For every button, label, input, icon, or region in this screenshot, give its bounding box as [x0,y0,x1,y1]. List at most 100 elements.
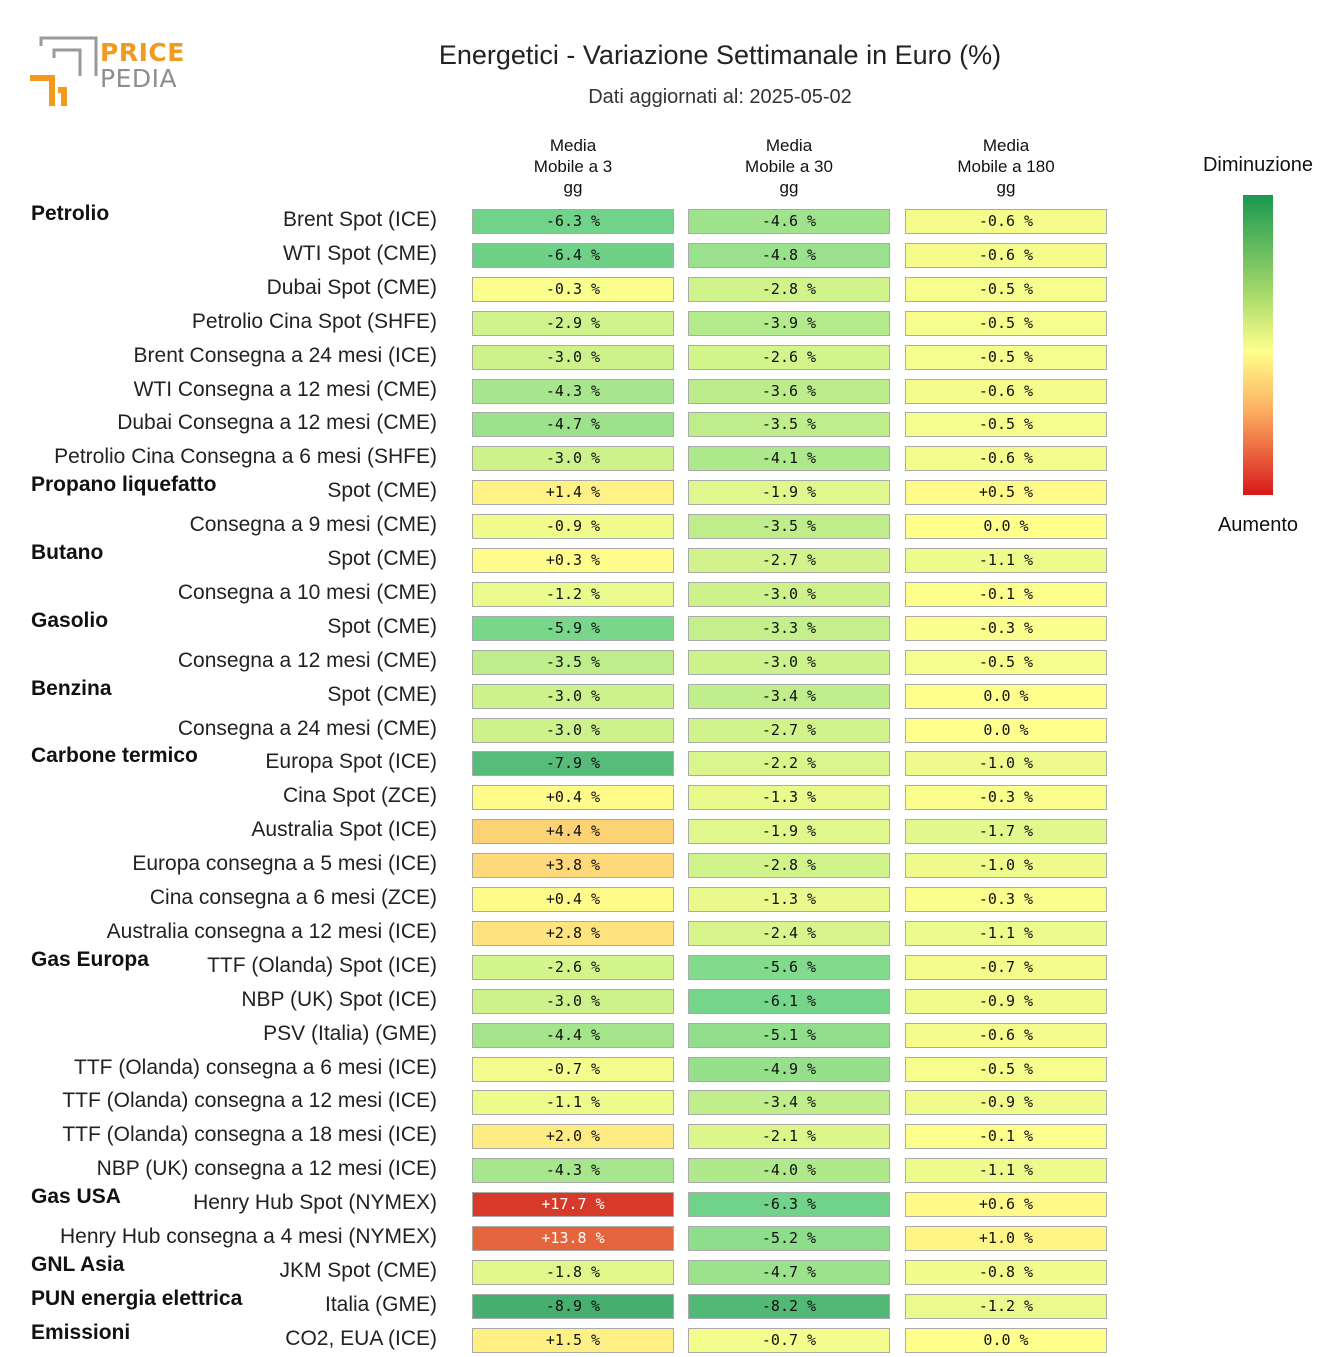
row-label: Consegna a 24 mesi (CME) [177,716,437,740]
row-label: Cina consegna a 6 mesi (ZCE) [149,886,437,909]
row-label: Spot (CME) [327,547,437,570]
heatmap-cell: +0.4 % [472,887,674,912]
heatmap-cell: -1.3 % [688,785,890,811]
heatmap-cell: -2.8 % [688,276,890,302]
heatmap-cell: -0.3 % [905,785,1107,811]
heatmap-cell: -0.5 % [905,310,1107,336]
heatmap-cell: -8.2 % [688,1293,890,1319]
row-label: Petrolio Cina Consegna a 6 mesi (SHFE) [54,445,437,469]
heatmap-cell: -3.0 % [472,717,674,743]
row-label: TTF (Olanda) consegna a 6 mesi (ICE) [74,1055,437,1079]
heatmap-cell: -4.0 % [688,1158,890,1184]
heatmap-cell: -3.0 % [472,344,674,370]
group-label: Petrolio [31,202,110,225]
heatmap-cell: -0.8 % [905,1259,1107,1285]
row-label: WTI Spot (CME) [282,241,437,265]
heatmap-cell: -0.6 % [905,209,1107,234]
row-label: Spot (CME) [327,682,437,706]
heatmap-cell: -0.3 % [905,615,1107,641]
heatmap-cell: -0.5 % [905,649,1107,675]
heatmap-cell: -5.2 % [688,1226,890,1251]
heatmap-cell: -1.3 % [688,887,890,912]
legend-top-label: Diminuzione [1202,154,1314,176]
row-label: Spot (CME) [327,479,437,503]
heatmap-cell: -1.1 % [905,920,1107,946]
heatmap-cell: +1.4 % [472,480,674,506]
chart-title: Energetici - Variazione Settimanale in E… [438,40,1002,70]
heatmap-cell: -3.0 % [472,446,674,472]
heatmap-cell: -4.3 % [472,378,674,404]
heatmap-cell: +17.7 % [472,1192,674,1218]
heatmap-cell: -1.1 % [905,1158,1107,1184]
heatmap-cell: -1.7 % [905,819,1107,845]
column-header-2: Media Mobile a 30 gg [745,136,833,197]
heatmap-cell: +3.8 % [472,853,674,879]
row-label: PSV (Italia) (GME) [263,1021,437,1045]
heatmap-cell: +0.6 % [905,1192,1107,1218]
row-label: TTF (Olanda) Spot (ICE) [207,953,437,977]
row-label: Cina Spot (ZCE) [282,784,437,808]
heatmap-cell: -1.2 % [472,581,674,607]
heatmap-cell: -0.1 % [905,1124,1107,1150]
heatmap-cell: -1.9 % [688,819,890,845]
heatmap-cell: -0.3 % [905,887,1107,912]
row-label: Dubai Spot (CME) [266,275,437,299]
heatmap-cell: -3.0 % [688,649,890,675]
heatmap-cell: -0.3 % [472,276,674,302]
heatmap-cell: -3.5 % [688,514,890,540]
group-label: Gas Europa [31,947,149,971]
heatmap-cell: -2.7 % [688,717,890,743]
heatmap-cell: -6.3 % [688,1192,890,1218]
group-label: PUN energia elettrica [31,1286,243,1310]
heatmap-cell: -3.5 % [688,412,890,438]
heatmap-cell: -0.1 % [905,581,1107,607]
row-label: CO2, EUA (ICE) [285,1326,437,1350]
heatmap-cell: -4.1 % [688,446,890,472]
row-label: Consegna a 10 mesi (CME) [177,580,437,604]
heatmap-cell: -7.9 % [472,751,674,777]
group-label: GNL Asia [31,1252,125,1276]
heatmap-cell: -2.1 % [688,1124,890,1150]
row-label: Europa Spot (ICE) [265,750,437,774]
heatmap-cell: -3.0 % [688,581,890,607]
heatmap-cell: -3.3 % [688,615,890,641]
heatmap-cell: -2.2 % [688,751,890,777]
heatmap-cell: -0.9 % [905,1090,1107,1116]
row-label: NBP (UK) consegna a 12 mesi (ICE) [96,1157,437,1181]
heatmap-cell: -4.3 % [472,1158,674,1184]
heatmap-cell: 0.0 % [905,683,1107,709]
heatmap-cell: -2.6 % [688,344,890,370]
heatmap-cell: 0.0 % [905,1327,1107,1353]
heatmap-cell: -3.4 % [688,1090,890,1116]
row-label: Brent Consegna a 24 mesi (ICE) [133,343,437,367]
heatmap-cell: -1.8 % [472,1259,674,1285]
row-label: Consegna a 9 mesi (CME) [189,513,437,537]
heatmap-cell: -0.6 % [905,446,1107,472]
heatmap-cell: -0.9 % [472,514,674,540]
heatmap-cell: +2.8 % [472,920,674,946]
pricepedia-logo: PRICE PEDIA [28,36,188,112]
row-label: Spot (CME) [327,614,437,638]
group-label: Gasolio [31,608,109,632]
heatmap-cell: +0.3 % [472,548,674,573]
row-label: JKM Spot (CME) [279,1258,437,1282]
row-label: Consegna a 12 mesi (CME) [177,648,437,672]
column-header-1: Media Mobile a 3 gg [533,136,613,197]
heatmap-cell: -4.4 % [472,1022,674,1048]
heatmap-cell: -0.7 % [472,1056,674,1082]
heatmap-cell: -5.9 % [472,615,674,641]
heatmap-cell: +0.5 % [905,480,1107,506]
row-label: Henry Hub Spot (NYMEX) [193,1191,437,1215]
heatmap-cell: -3.0 % [472,683,674,709]
heatmap-cell: -0.6 % [905,378,1107,404]
row-label: Dubai Consegna a 12 mesi (CME) [117,411,437,435]
group-label: Benzina [31,676,112,700]
heatmap-cell: 0.0 % [905,514,1107,540]
row-label: TTF (Olanda) consegna a 12 mesi (ICE) [62,1089,437,1113]
heatmap-cell: -6.3 % [472,209,674,234]
heatmap-cell: -1.1 % [472,1090,674,1116]
row-label: Brent Spot (ICE) [282,208,437,231]
heatmap-cell: -2.8 % [688,853,890,879]
heatmap-cell: -4.9 % [688,1056,890,1082]
heatmap-cell: -2.4 % [688,920,890,946]
